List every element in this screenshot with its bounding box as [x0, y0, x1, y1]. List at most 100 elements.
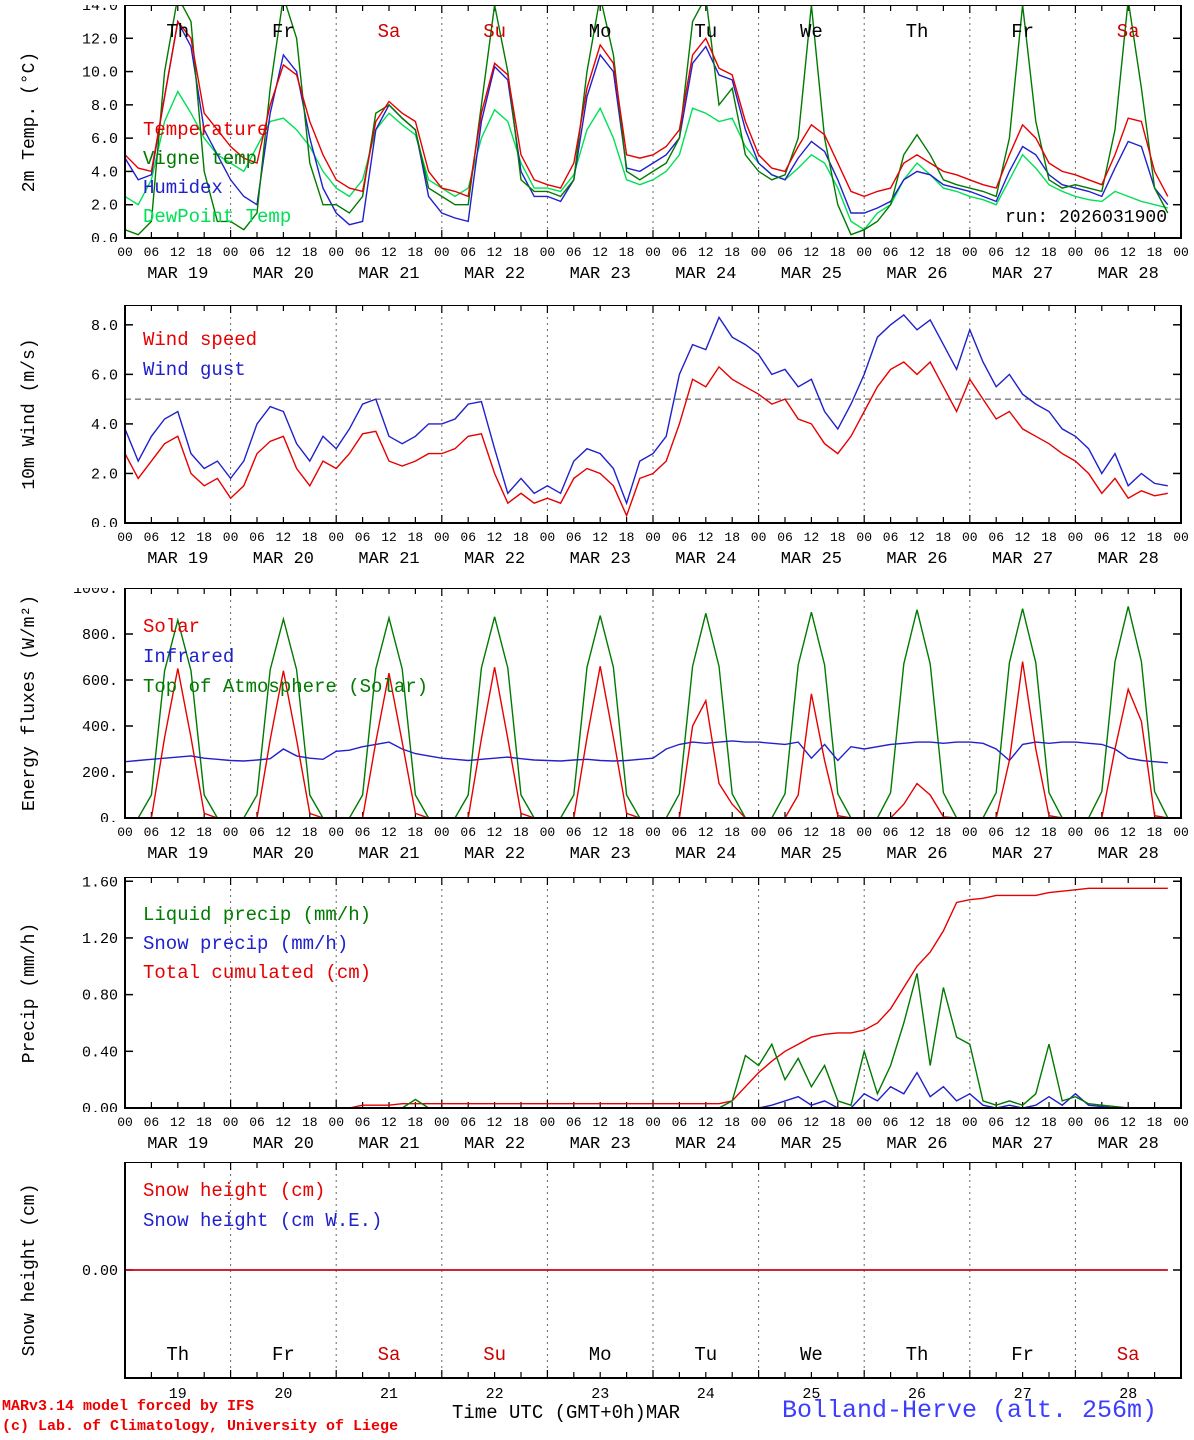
hour-tick-label: 18	[936, 530, 952, 545]
hour-tick-label: 12	[592, 1115, 608, 1130]
hour-tick-label: 00	[645, 245, 661, 260]
chart-panel-0: 0.0 2.0 4.0 6.0 8.0 10.0 12.0 14.0 Temperature Vi…	[82, 5, 1182, 242]
day-name-top: Th	[166, 21, 189, 43]
day-name-top: Fr	[272, 21, 295, 43]
hour-tick-label: 12	[487, 245, 503, 260]
hour-tick-label: 12	[909, 245, 925, 260]
date-label: MAR 24	[675, 1135, 736, 1154]
day-name-bottom: Th	[166, 1344, 189, 1366]
month-label: MAR	[645, 1402, 681, 1424]
hour-tick-label: 06	[249, 245, 265, 260]
hour-tick-label: 18	[830, 1115, 846, 1130]
date-number-label: 27	[1014, 1386, 1032, 1403]
hour-tick-label: 00	[962, 530, 978, 545]
y-tick-label: 10.0	[82, 65, 118, 82]
y-tick-label: 4.0	[91, 164, 118, 181]
hour-tick-label: 18	[936, 245, 952, 260]
plot-border	[124, 877, 1182, 1109]
x-axis-title: Time UTC (GMT+0h)MAR	[452, 1402, 680, 1424]
y-tick-label: 14.0	[82, 5, 118, 15]
hour-tick-label: 00	[856, 825, 872, 840]
day-name-bottom: We	[800, 1344, 823, 1366]
hour-tick-label: 12	[804, 825, 820, 840]
date-label: MAR 21	[358, 265, 419, 284]
date-label: MAR 25	[781, 1135, 842, 1154]
hour-tick-label: 12	[1015, 245, 1031, 260]
hour-tick-label: 12	[276, 245, 292, 260]
hour-tick-label: 00	[540, 825, 556, 840]
date-number-label: 21	[380, 1386, 398, 1403]
hour-tick-label: 06	[883, 530, 899, 545]
hour-tick-label: 00	[645, 825, 661, 840]
series-line-wind-gust	[125, 313, 1168, 506]
y-tick-label: 0.00	[82, 1101, 118, 1112]
hour-tick-label: 18	[619, 825, 635, 840]
date-label: MAR 20	[253, 845, 314, 864]
hour-tick-label: 18	[1041, 530, 1057, 545]
hour-tick-label: 18	[302, 1115, 318, 1130]
y-tick-label: 6.0	[91, 131, 118, 148]
hour-tick-label: 18	[619, 1115, 635, 1130]
legend-infrared: Infrared	[143, 646, 234, 668]
series-line-wind-speed	[125, 360, 1168, 518]
hour-tick-label: 06	[249, 825, 265, 840]
series-line-snow-precip-mm-h-	[125, 1071, 1168, 1108]
hour-tick-label: 00	[856, 1115, 872, 1130]
y-tick-label: 8.0	[91, 318, 118, 335]
hour-tick-label: 18	[408, 530, 424, 545]
date-label: MAR 28	[1098, 845, 1159, 864]
hour-tick-label: 06	[566, 530, 582, 545]
hour-tick-label: 00	[223, 825, 239, 840]
hour-tick-label: 12	[170, 1115, 186, 1130]
hour-tick-label: 06	[672, 1115, 688, 1130]
hour-tick-label: 00	[328, 530, 344, 545]
y-tick-label: 2.0	[91, 198, 118, 215]
hour-tick-label: 12	[1015, 825, 1031, 840]
hour-tick-label: 12	[804, 245, 820, 260]
hour-tick-label: 00	[751, 825, 767, 840]
hour-tick-label: 00	[1068, 825, 1084, 840]
hour-tick-label: 00	[223, 1115, 239, 1130]
y-tick-label: 6.0	[91, 367, 118, 384]
hour-tick-label: 00	[1068, 1115, 1084, 1130]
hour-tick-label: 06	[672, 825, 688, 840]
date-label: MAR 24	[675, 845, 736, 864]
hour-tick-label: 00	[751, 530, 767, 545]
hour-tick-label: 00	[540, 1115, 556, 1130]
hour-tick-label: 00	[856, 530, 872, 545]
date-label: MAR 22	[464, 1135, 525, 1154]
hour-tick-label: 18	[513, 245, 529, 260]
hour-tick-label: 12	[592, 530, 608, 545]
date-label: MAR 19	[147, 550, 208, 569]
hour-tick-label: 18	[619, 245, 635, 260]
day-name-top: Sa	[1117, 21, 1140, 43]
date-label: MAR 22	[464, 845, 525, 864]
hour-tick-label: 06	[672, 530, 688, 545]
legend-total-cumulated-cm-: Total cumulated (cm)	[143, 962, 371, 984]
hour-tick-label: 00	[117, 1115, 133, 1130]
hour-tick-label: 06	[460, 1115, 476, 1130]
date-label: MAR 28	[1098, 550, 1159, 569]
date-label: MAR 25	[781, 265, 842, 284]
y-tick-label: 8.0	[91, 98, 118, 115]
hour-tick-label: 18	[196, 530, 212, 545]
hour-tick-label: 12	[487, 1115, 503, 1130]
hour-tick-label: 06	[883, 1115, 899, 1130]
plot-border	[124, 305, 1182, 524]
day-name-bottom: Th	[906, 1344, 929, 1366]
day-name-top: Mo	[589, 21, 612, 43]
hour-tick-label: 18	[302, 530, 318, 545]
hour-tick-label: 00	[751, 245, 767, 260]
date-label: MAR 23	[570, 845, 631, 864]
date-label: MAR 27	[992, 845, 1053, 864]
hour-tick-label: 18	[408, 245, 424, 260]
hour-tick-label: 12	[804, 1115, 820, 1130]
hour-tick-label: 18	[830, 530, 846, 545]
hour-tick-label: 12	[698, 530, 714, 545]
hour-tick-label: 00	[223, 530, 239, 545]
hour-tick-label: 06	[1094, 1115, 1110, 1130]
y-tick-label: 800.	[82, 627, 118, 644]
hour-tick-label: 12	[1120, 530, 1136, 545]
y-tick-label: 12.0	[82, 31, 118, 48]
hour-tick-label: 12	[1015, 1115, 1031, 1130]
